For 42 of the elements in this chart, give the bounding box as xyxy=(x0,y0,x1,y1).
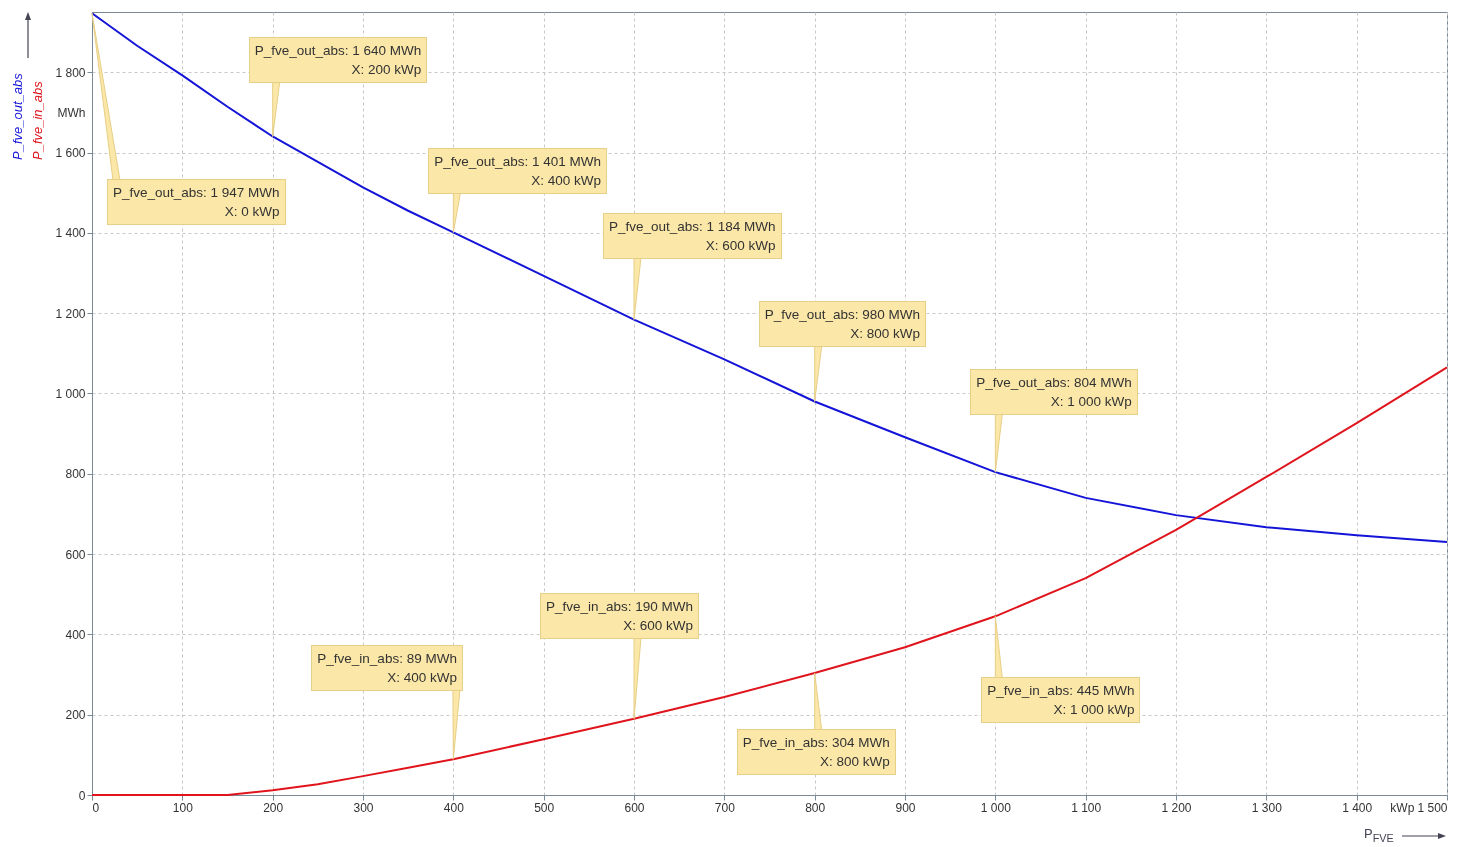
y-tick-label: 200 xyxy=(65,708,86,723)
x-tick-label: 1 500 xyxy=(1417,800,1448,815)
x-tick-label: 100 xyxy=(172,800,194,815)
y-tick-label: 1 800 xyxy=(55,65,86,80)
annotation: P_fve_out_abs: 980 MWh X: 800 kWp xyxy=(764,306,920,344)
x-tick-label: kWp xyxy=(1390,800,1415,815)
y-tick-label: MWh xyxy=(57,105,86,120)
y-tick-label: 1 200 xyxy=(55,306,86,321)
x-tick-label: 800 xyxy=(805,800,826,815)
x-tick-label: 1 300 xyxy=(1251,800,1283,815)
text: P_fve_in_abs xyxy=(30,81,45,160)
x-tick-label: 600 xyxy=(624,800,645,815)
x-tick-label: 1 200 xyxy=(1161,800,1192,815)
annotation: P_fve_in_abs: 304 MWh X: 800 kWp xyxy=(742,733,890,771)
x-axis-title: P$_{FVE}$ xyxy=(1364,826,1394,844)
annotation: P_fve_in_abs: 89 MWh X: 400 kWp xyxy=(317,650,457,688)
annotation: P_fve_out_abs: 1 640 MWh X: 200 kWp xyxy=(254,42,422,80)
x-tick-label: 1 400 xyxy=(1342,800,1373,815)
y-tick-label: 1 400 xyxy=(55,226,86,241)
x-tick-label: 400 xyxy=(443,800,465,815)
text: P_fve_out_abs xyxy=(10,73,25,160)
x-tick-label: 0 xyxy=(92,800,100,815)
y-tick-label: 600 xyxy=(65,547,86,562)
annotation: P_fve_out_abs: 1 184 MWh X: 600 kWp xyxy=(609,217,776,255)
x-tick-label: 500 xyxy=(534,800,555,815)
annotation: P_fve_out_abs: 1 401 MWh X: 400 kWp xyxy=(434,153,601,191)
y-tick-label: 1 000 xyxy=(55,386,86,401)
x-tick-label: 200 xyxy=(263,800,284,815)
annotation: P_fve_out_abs: 804 MWh X: 1 000 kWp xyxy=(976,374,1132,412)
y-tick-label: 0 xyxy=(78,788,86,803)
x-tick-label: 1 100 xyxy=(1071,800,1102,815)
x-tick-label: 1 000 xyxy=(980,800,1012,815)
line-series xyxy=(91,12,1448,544)
annotation: P_fve_in_abs: 445 MWh X: 1 000 kWp xyxy=(987,682,1135,720)
annotation: P_fve_in_abs: 190 MWh X: 600 kWp xyxy=(546,597,694,635)
y-tick-label: 400 xyxy=(65,627,86,642)
x-tick-label: 900 xyxy=(895,800,916,815)
y-tick-label: 800 xyxy=(65,467,86,482)
y-tick-label: 1 600 xyxy=(55,146,86,161)
x-tick-label: 300 xyxy=(353,800,374,815)
x-tick-label: 700 xyxy=(714,800,736,815)
annotation: P_fve_out_abs: 1 947 MWh X: 0 kWp xyxy=(113,184,280,222)
